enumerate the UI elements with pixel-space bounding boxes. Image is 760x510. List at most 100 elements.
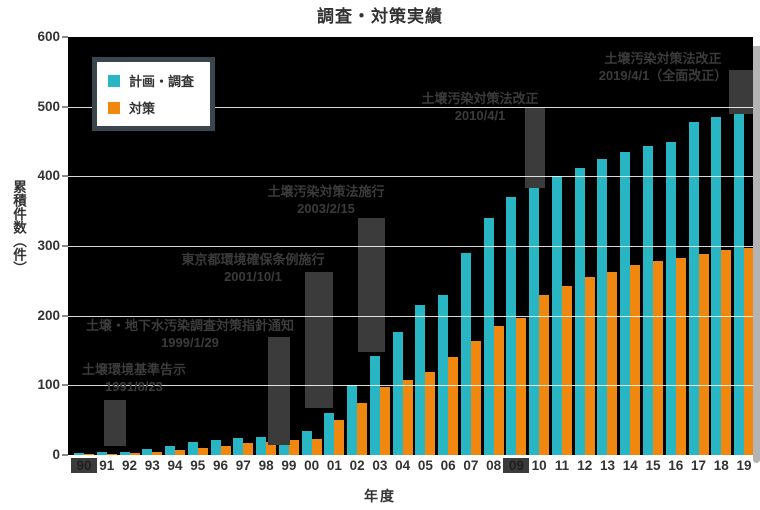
annotation-text-2: 東京都環境確保条例施行 2001/10/1 — [181, 251, 324, 285]
bar-plan-survey-02 — [347, 385, 358, 455]
y-tick-mark — [62, 245, 68, 247]
x-tick-label-04: 04 — [395, 458, 411, 473]
x-tick-label-19: 19 — [736, 458, 752, 473]
x-tick-label-12: 12 — [577, 458, 593, 473]
x-axis-label: 年度 — [364, 488, 396, 504]
x-tick-label-05: 05 — [417, 458, 433, 473]
bar-plan-survey-00 — [301, 431, 312, 455]
x-tick-label-02: 02 — [349, 458, 365, 473]
annotation-date: 2019/4/1（全面改正） — [598, 68, 728, 83]
annotation-label: 土壌・地下水汚染調査対策指針通知 — [85, 318, 295, 333]
x-tick-label-17: 17 — [691, 458, 707, 473]
bar-countermeasure-06 — [448, 357, 459, 455]
plot-area — [68, 37, 753, 455]
bar-plan-survey-12 — [574, 167, 585, 455]
legend-label: 計画・調査 — [129, 74, 195, 89]
bar-plan-survey-92 — [119, 451, 130, 455]
annotation-text-0: 土壌環境基準告示 1991/8/23 — [82, 361, 186, 395]
bar-countermeasure-94 — [175, 450, 186, 455]
y-tick-label-400: 400 — [37, 168, 60, 184]
bar-countermeasure-97 — [243, 443, 254, 455]
x-tick-label-96: 96 — [213, 458, 229, 473]
y-tick-mark — [62, 454, 68, 456]
annotation-label: 東京都環境確保条例施行 — [181, 252, 325, 267]
annotation-date: 1991/8/23 — [105, 379, 163, 394]
x-tick-label-97: 97 — [235, 458, 251, 473]
bar-countermeasure-03 — [379, 386, 390, 455]
x-tick-label-16: 16 — [668, 458, 684, 473]
legend-label: 対策 — [129, 101, 156, 116]
bar-countermeasure-19 — [744, 248, 753, 455]
bar-plan-survey-97 — [233, 438, 244, 455]
bar-plan-survey-91 — [96, 452, 107, 455]
x-tick-label-09: 09 — [503, 458, 530, 473]
y-axis-label: 累積件数（件） — [11, 180, 26, 275]
bar-countermeasure-17 — [698, 253, 709, 455]
bar-countermeasure-95 — [197, 448, 208, 455]
x-tick-label-92: 92 — [122, 458, 138, 473]
annotation-text-3: 土壌汚染対策法施行 2003/2/15 — [267, 183, 384, 217]
bar-plan-survey-07 — [460, 252, 471, 455]
x-tick-label-11: 11 — [554, 458, 570, 473]
y-tick-mark — [62, 175, 68, 178]
bar-countermeasure-10 — [539, 294, 550, 455]
annotation-text-5: 土壌汚染対策法改正 2019/4/1（全面改正） — [599, 50, 728, 84]
bar-countermeasure-01 — [334, 420, 345, 455]
annotation-date: 2010/4/1 — [454, 108, 506, 123]
bar-plan-survey-98 — [256, 436, 267, 455]
y-tick-mark — [62, 36, 68, 38]
x-tick-label-18: 18 — [713, 458, 729, 473]
legend: 計画・調査 対策 — [92, 57, 216, 131]
annotation-label: 土壌汚染対策法改正 — [421, 91, 539, 106]
legend-item-plan-survey: 計画・調査 — [108, 71, 194, 90]
legend-box: 計画・調査 対策 — [97, 62, 211, 126]
gridline-y100 — [68, 385, 753, 387]
gridline-y400 — [68, 176, 753, 178]
x-tick-label-99: 99 — [281, 458, 297, 473]
bar-plan-survey-04 — [392, 332, 403, 455]
x-tick-label-93: 93 — [144, 458, 160, 473]
bar-plan-survey-17 — [688, 122, 699, 455]
x-tick-label-91: 91 — [99, 458, 115, 473]
bar-plan-survey-95 — [187, 442, 198, 455]
bar-countermeasure-09 — [516, 317, 527, 455]
bar-plan-survey-08 — [483, 218, 494, 455]
bar-countermeasure-11 — [561, 285, 572, 455]
bar-countermeasure-96 — [220, 445, 231, 455]
y-tick-label-300: 300 — [37, 238, 60, 253]
y-tick-label-500: 500 — [37, 98, 60, 114]
y-tick-mark — [62, 105, 68, 108]
annotation-marker-2 — [304, 271, 333, 409]
bar-countermeasure-14 — [630, 264, 641, 455]
bar-countermeasure-04 — [402, 380, 413, 455]
bar-countermeasure-05 — [425, 372, 436, 455]
x-tick-label-13: 13 — [599, 458, 615, 473]
x-tick-label-07: 07 — [463, 458, 479, 473]
y-tick-mark — [62, 384, 68, 387]
annotation-marker-4 — [525, 108, 546, 189]
x-tick-label-03: 03 — [372, 458, 388, 473]
bar-plan-survey-93 — [142, 448, 153, 455]
legend-item-countermeasure: 対策 — [108, 98, 194, 117]
annotation-marker-3 — [357, 218, 385, 352]
annotation-date: 2001/10/1 — [224, 269, 282, 284]
bar-plan-survey-10 — [529, 186, 540, 455]
bar-plan-survey-96 — [210, 439, 221, 455]
bar-plan-survey-01 — [324, 413, 335, 455]
bar-countermeasure-00 — [311, 438, 322, 455]
bar-countermeasure-18 — [721, 250, 732, 455]
annotation-text-4: 土壌汚染対策法改正 2010/4/1 — [421, 90, 538, 124]
x-tick-label-08: 08 — [486, 458, 502, 473]
x-tick-label-98: 98 — [258, 458, 274, 473]
bar-countermeasure-16 — [675, 257, 686, 455]
bar-plan-survey-05 — [415, 304, 426, 455]
annotation-marker-1 — [268, 336, 291, 446]
bar-plan-survey-13 — [597, 158, 608, 455]
y-tick-label-600: 600 — [37, 29, 60, 44]
annotation-label: 土壌汚染対策法施行 — [267, 184, 385, 199]
x-tick-label-00: 00 — [304, 458, 320, 473]
y-tick-label-200: 200 — [37, 307, 60, 323]
bar-plan-survey-15 — [643, 146, 653, 455]
bar-countermeasure-99 — [288, 439, 299, 455]
